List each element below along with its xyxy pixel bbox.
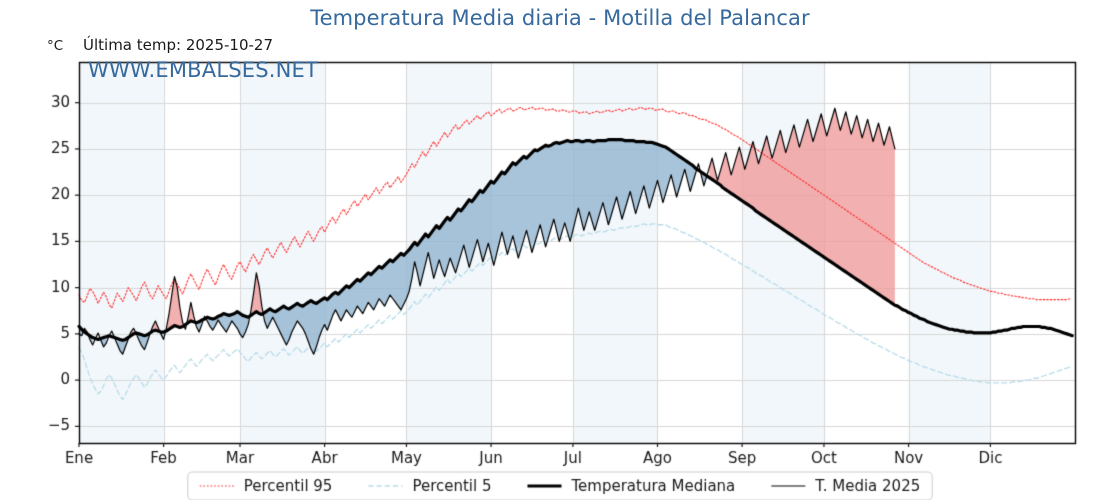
chart-plot-canvas[interactable] [0,0,1120,500]
temperature-chart-figure: Temperatura Media diaria - Motilla del P… [0,0,1120,500]
